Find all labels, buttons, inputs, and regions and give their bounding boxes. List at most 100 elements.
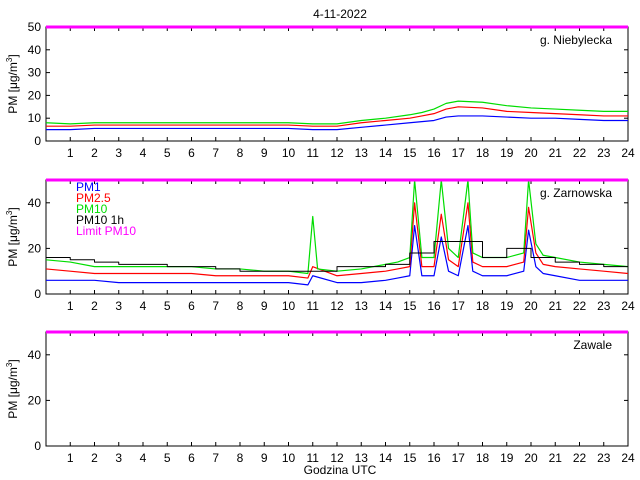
x-tick-label: 20 — [524, 299, 538, 313]
y-label-close: ] — [6, 207, 20, 210]
x-tick-label: 23 — [597, 451, 611, 465]
x-tick-label: 21 — [549, 451, 563, 465]
x-tick-label: 10 — [282, 146, 296, 160]
y-label-main: PM [ — [6, 393, 20, 418]
x-tick-label: 9 — [261, 451, 268, 465]
panel-1: 1 2 3 4 5 6 7 8 9 10 11 12 13 14 15 16 17 18 19 20 21 22 23 240… — [5, 20, 635, 160]
x-tick-label: 3 — [115, 299, 122, 313]
y-label-main: PM [ — [6, 241, 20, 266]
legend-entry: PM10 — [76, 202, 108, 216]
x-tick-label: 22 — [573, 299, 587, 313]
x-tick-label: 15 — [403, 451, 417, 465]
x-tick-label: 16 — [427, 146, 441, 160]
x-tick-label: 17 — [452, 451, 466, 465]
x-tick-label: 14 — [379, 451, 393, 465]
y-tick-label: 20 — [28, 393, 42, 407]
x-tick-label: 8 — [237, 299, 244, 313]
x-tick-label: 24 — [621, 451, 635, 465]
x-tick-label: 14 — [379, 299, 393, 313]
x-tick-label: 11 — [307, 146, 320, 160]
x-tick-label: 2 — [91, 299, 98, 313]
series-line-pm1 — [46, 225, 628, 286]
y-axis-label: PM [μg/m3] — [5, 54, 20, 113]
x-tick-label: 7 — [212, 299, 219, 313]
legend-entry: PM2.5 — [76, 191, 111, 205]
legend-entry: PM1 — [76, 180, 101, 194]
legend-entry: PM10 1h — [76, 213, 124, 227]
x-tick-label: 5 — [164, 451, 171, 465]
x-tick-label: 9 — [261, 146, 268, 160]
x-tick-label: 23 — [597, 299, 611, 313]
series-line-pm10 — [46, 100, 628, 125]
y-tick-label: 50 — [28, 20, 42, 34]
x-tick-label: 1 — [67, 451, 74, 465]
y-label-sup: 3 — [5, 210, 14, 215]
station-label: g. Niebylecka — [540, 33, 612, 47]
station-label: g. Zarnowska — [540, 186, 612, 200]
y-label-sup: 3 — [5, 362, 14, 367]
y-tick-label: 40 — [28, 43, 42, 57]
x-tick-label: 10 — [282, 451, 296, 465]
series-line-pm2-5 — [46, 106, 628, 127]
x-tick-label: 21 — [549, 299, 563, 313]
y-label-unit: μg/m — [6, 367, 20, 394]
x-tick-label: 20 — [524, 451, 538, 465]
x-tick-label: 13 — [355, 451, 369, 465]
legend-entry: Limit PM10 — [76, 224, 136, 238]
y-tick-label: 40 — [28, 348, 42, 362]
y-tick-label: 10 — [28, 111, 42, 125]
x-tick-label: 24 — [621, 299, 635, 313]
x-tick-label: 22 — [573, 451, 587, 465]
x-tick-label: 21 — [549, 146, 563, 160]
x-tick-label: 19 — [500, 299, 514, 313]
x-tick-label: 5 — [164, 146, 171, 160]
x-tick-label: 7 — [212, 146, 219, 160]
y-label-main: PM [ — [6, 88, 20, 113]
x-tick-label: 18 — [476, 451, 490, 465]
x-tick-label: 5 — [164, 299, 171, 313]
x-tick-label: 15 — [403, 299, 417, 313]
x-tick-label: 10 — [282, 299, 296, 313]
series-line-pm2-5 — [46, 202, 628, 279]
x-tick-label: 11 — [307, 299, 320, 313]
panel-3: 1 2 3 4 5 6 7 8 9 10 11 12 13 14 15 16 17 18 19 20 21 22 23 240… — [5, 330, 635, 465]
x-tick-label: 6 — [188, 146, 195, 160]
x-tick-label: 19 — [500, 146, 514, 160]
x-tick-label: 8 — [237, 146, 244, 160]
x-tick-label: 17 — [452, 146, 466, 160]
x-tick-label: 2 — [91, 146, 98, 160]
y-label-sup: 3 — [5, 57, 14, 62]
y-tick-label: 0 — [34, 287, 41, 301]
x-tick-label: 2 — [91, 451, 98, 465]
x-tick-label: 6 — [188, 299, 195, 313]
x-tick-label: 13 — [355, 146, 369, 160]
y-tick-label: 20 — [28, 88, 42, 102]
x-tick-label: 20 — [524, 146, 538, 160]
x-tick-label: 11 — [307, 451, 320, 465]
x-tick-label: 18 — [476, 146, 490, 160]
plot-frame — [45, 331, 629, 447]
series-line-pm1 — [46, 115, 628, 131]
x-tick-label: 1 — [67, 146, 74, 160]
x-tick-label: 13 — [355, 299, 369, 313]
x-tick-label: 24 — [621, 146, 635, 160]
y-label-unit: μg/m — [6, 62, 20, 89]
x-tick-label: 9 — [261, 299, 268, 313]
x-tick-label: 17 — [452, 299, 466, 313]
x-tick-label: 18 — [476, 299, 490, 313]
x-tick-label: 22 — [573, 146, 587, 160]
x-tick-label: 12 — [330, 451, 344, 465]
y-label-close: ] — [6, 359, 20, 362]
y-label-close: ] — [6, 54, 20, 57]
station-label: Zawale — [573, 338, 612, 352]
x-tick-label: 4 — [140, 451, 147, 465]
x-tick-label: 16 — [427, 299, 441, 313]
y-tick-label: 0 — [34, 134, 41, 148]
x-tick-label: 15 — [403, 146, 417, 160]
x-tick-label: 3 — [115, 146, 122, 160]
x-tick-label: 3 — [115, 451, 122, 465]
y-tick-label: 0 — [34, 439, 41, 453]
x-tick-label: 4 — [140, 146, 147, 160]
y-tick-label: 40 — [28, 196, 42, 210]
